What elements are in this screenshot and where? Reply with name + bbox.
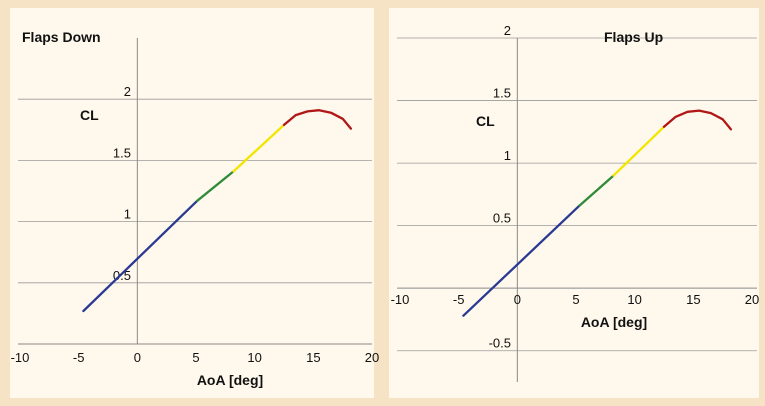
series-line: [282, 109, 353, 130]
x-tick-label: 0: [134, 350, 141, 365]
y-tick-label: 2: [504, 23, 511, 38]
series-line: [578, 174, 615, 207]
y-tick-label: 1: [504, 148, 511, 163]
y-axis-label: CL: [476, 113, 495, 129]
x-tick-label: 5: [572, 292, 579, 307]
x-axis-label: AoA [deg]: [581, 314, 647, 330]
chart-title: Flaps Down: [22, 29, 101, 45]
x-tick-label: 15: [306, 350, 320, 365]
x-tick-label: -5: [453, 292, 465, 307]
chart-title: Flaps Up: [604, 29, 663, 45]
series-line: [196, 170, 235, 202]
x-tick-label: 10: [627, 292, 641, 307]
x-tick-label: -10: [11, 350, 30, 365]
x-tick-label: 0: [514, 292, 521, 307]
x-tick-label: 20: [745, 292, 759, 307]
series-line: [232, 123, 286, 173]
x-tick-label: 15: [686, 292, 700, 307]
x-tick-label: -10: [391, 292, 410, 307]
y-tick-label: 0.5: [493, 211, 511, 226]
y-tick-label: 1.5: [113, 145, 131, 160]
series-line: [462, 204, 581, 317]
chart-2: -10 -5 0 5 10 15 20 -0.5 0.5 1 1.5 2 Flaps Up CL AoA […: [389, 8, 759, 398]
series-line: [612, 125, 666, 177]
x-axis-label: AoA [deg]: [197, 372, 263, 388]
chart-panel: [389, 8, 759, 398]
y-axis-label: CL: [80, 107, 99, 123]
x-tick-label: 20: [365, 350, 379, 365]
y-tick-label: 2: [124, 84, 131, 99]
y-tick-label: -0.5: [489, 336, 511, 351]
chart-panel: [10, 8, 374, 398]
x-tick-label: 10: [247, 350, 261, 365]
x-tick-label: -5: [73, 350, 85, 365]
y-tick-label: 1.5: [493, 86, 511, 101]
x-tick-label: 5: [192, 350, 199, 365]
series-line: [82, 199, 199, 313]
series-line: [662, 109, 733, 131]
y-tick-label: 1: [124, 207, 131, 222]
